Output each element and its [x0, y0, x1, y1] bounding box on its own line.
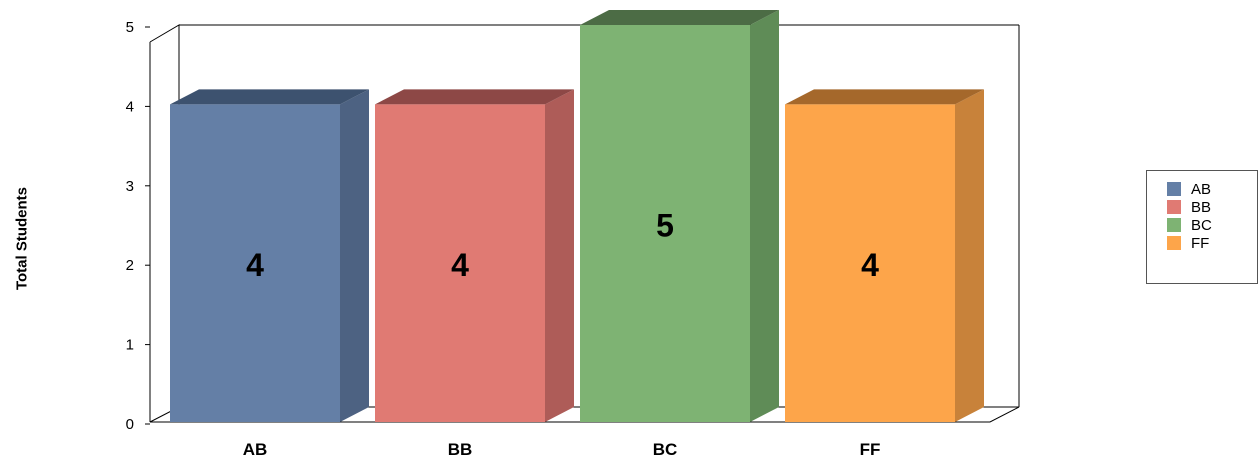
x-tick-label: FF	[860, 440, 881, 459]
bar-side-bb	[545, 89, 574, 423]
bar-bb	[375, 104, 545, 423]
legend-label: BB	[1191, 198, 1212, 216]
legend-swatch	[1167, 200, 1181, 214]
y-tick-label: 5	[126, 19, 134, 36]
y-tick-label: 2	[126, 257, 134, 274]
data-label: 4	[246, 247, 264, 283]
bar-side-ff	[955, 89, 984, 423]
legend-item-bb: BB	[1147, 198, 1257, 216]
legend-item-ff: FF	[1147, 234, 1257, 252]
bar-bc	[580, 25, 750, 422]
y-tick-label: 4	[126, 98, 134, 115]
bar-top-ab	[170, 89, 369, 105]
bar-side-bc	[750, 10, 779, 422]
legend-label: BC	[1191, 216, 1212, 234]
legend-swatch	[1167, 182, 1181, 196]
x-tick-label: BC	[653, 440, 678, 459]
bar-ff	[785, 104, 955, 423]
data-label: 4	[451, 247, 469, 283]
y-tick-label: 3	[126, 178, 134, 195]
y-tick-label: 1	[126, 337, 134, 354]
y-axis-label: Total Students	[13, 186, 31, 291]
data-label: 5	[656, 208, 674, 244]
bar-top-bb	[375, 89, 574, 105]
data-label: 4	[861, 247, 879, 283]
x-tick-label: AB	[243, 440, 268, 459]
bar-side-ab	[340, 89, 369, 423]
legend-swatch	[1167, 218, 1181, 232]
y-tick-label: 0	[126, 416, 134, 433]
x-tick-label: BB	[448, 440, 473, 459]
legend: AB BB BC FF	[1146, 170, 1258, 284]
bar-ab	[170, 104, 340, 423]
bar-top-bc	[580, 10, 779, 25]
bar-top-ff	[785, 89, 984, 105]
legend-label: FF	[1191, 234, 1210, 252]
legend-item-bc: BC	[1147, 216, 1257, 234]
legend-label: AB	[1191, 180, 1212, 198]
legend-item-ab: AB	[1147, 180, 1257, 198]
legend-swatch	[1167, 236, 1181, 250]
